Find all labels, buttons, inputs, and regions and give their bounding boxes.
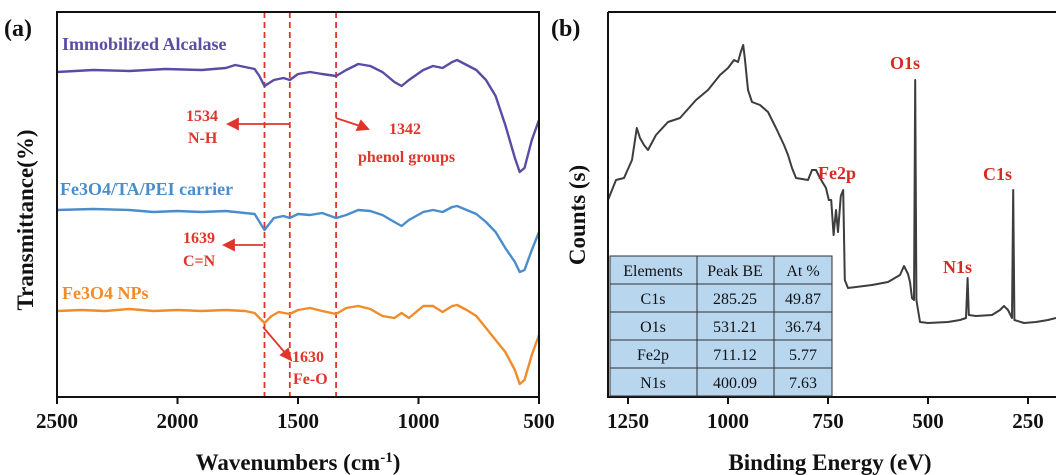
peak-label-o1s: O1s (890, 53, 920, 73)
spectra-lines (56, 58, 541, 386)
annotation-1342-group: phenol groups (358, 149, 455, 166)
series-line-2 (56, 303, 541, 386)
x-tick-label: 2000 (157, 409, 199, 433)
arrow-1342-head (355, 119, 370, 132)
table-cell: 49.87 (785, 291, 821, 308)
panel-b-label: (b) (551, 16, 580, 42)
peak-label-c1s: C1s (983, 164, 1012, 184)
arrow-1534-head (225, 117, 239, 131)
peak-label-n1s: N1s (943, 257, 972, 277)
x-tick-label: 2500 (36, 409, 78, 433)
annotation-1534-group: N-H (188, 130, 218, 147)
series-line-0 (56, 58, 541, 174)
peak-label-fe2p: Fe2p (818, 163, 856, 183)
series-label-fe3o4-nps: Fe3O4 NPs (62, 283, 148, 303)
series-label-fe3o4-ta-pei: Fe3O4/TA/PEI carrier (60, 179, 233, 199)
x-tick-label: 1000 (707, 409, 749, 433)
panel-a-xlabel: Wavenumbers (cm-1) (196, 450, 401, 475)
panel-a-xlabel-close: ) (393, 450, 401, 475)
x-tick-label: 500 (912, 409, 944, 433)
annotation-arrows (221, 117, 370, 362)
table-header-peak-be: Peak BE (707, 263, 763, 280)
table-background (609, 255, 833, 397)
x-tick-label: 1500 (277, 409, 319, 433)
table-grid (610, 256, 832, 396)
arrow-1342 (335, 117, 361, 127)
table-header-elements: Elements (623, 263, 683, 280)
panel-a-x-ticks: 2500 2000 1500 1000 500 (36, 397, 555, 433)
reference-lines (263, 12, 337, 397)
panel-b-x-ticks: 1250 1000 750 500 250 (607, 397, 1044, 433)
table-cell: 531.21 (713, 319, 757, 336)
annotation-1639-group: C=N (183, 253, 216, 270)
series-label-immobilized-alcalase: Immobilized Alcalase (62, 34, 227, 54)
panel-b-ylabel: Counts (s) (565, 165, 590, 265)
x-tick-label: 1250 (607, 409, 649, 433)
panel-a-xlabel-text: Wavenumbers (cm (196, 450, 381, 475)
table-cell: C1s (641, 291, 666, 308)
arrow-1630-head (279, 347, 293, 362)
panel-b-xlabel: Binding Energy (eV) (728, 450, 931, 475)
x-tick-label: 750 (812, 409, 844, 433)
table-cell: 285.25 (713, 291, 757, 308)
xps-line-0 (607, 44, 1056, 324)
table-cell: N1s (640, 375, 666, 392)
annotation-1630-group: Fe-O (293, 371, 328, 388)
table-cell: 5.77 (789, 347, 817, 364)
panel-b: (b) Counts (s) Binding Energy (eV) 1250 1… (551, 11, 1056, 475)
x-tick-label: 250 (1012, 409, 1044, 433)
table-cell: 7.63 (789, 375, 817, 392)
x-tick-label: 1000 (398, 409, 440, 433)
arrow-1639-head (221, 238, 235, 252)
annotation-1342-value: 1342 (389, 121, 421, 138)
table-cell: 36.74 (785, 319, 821, 336)
annotation-1534-value: 1534 (186, 108, 218, 125)
panel-a-label: (a) (4, 16, 32, 42)
annotation-1630-value: 1630 (292, 349, 324, 366)
series-line-1 (56, 204, 541, 274)
table-cell: 711.12 (713, 347, 756, 364)
panel-a-ylabel: Transmittance(%) (13, 130, 38, 311)
panel-a-xlabel-sup: -1 (380, 450, 393, 466)
table-cell: O1s (640, 319, 666, 336)
annotation-1639-value: 1639 (183, 230, 215, 247)
panel-a: (a) Transmittance(%) Wavenumbers (cm-1) … (4, 11, 555, 475)
element-table: Elements Peak BE At % C1s 285.25 49.87 O… (609, 255, 833, 397)
table-header-at-percent: At % (786, 263, 819, 280)
arrow-1630 (262, 326, 287, 355)
table-text: Elements Peak BE At % C1s 285.25 49.87 O… (623, 263, 821, 392)
table-cell: Fe2p (637, 347, 669, 364)
x-tick-label: 500 (523, 409, 555, 433)
xps-spectrum (607, 44, 1056, 324)
table-cell: 400.09 (713, 375, 757, 392)
panel-a-frame (56, 11, 540, 398)
panel-b-frame (607, 11, 1056, 398)
